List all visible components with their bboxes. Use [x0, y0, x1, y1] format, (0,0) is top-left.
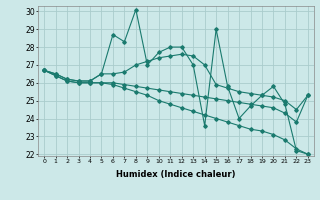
X-axis label: Humidex (Indice chaleur): Humidex (Indice chaleur): [116, 170, 236, 179]
